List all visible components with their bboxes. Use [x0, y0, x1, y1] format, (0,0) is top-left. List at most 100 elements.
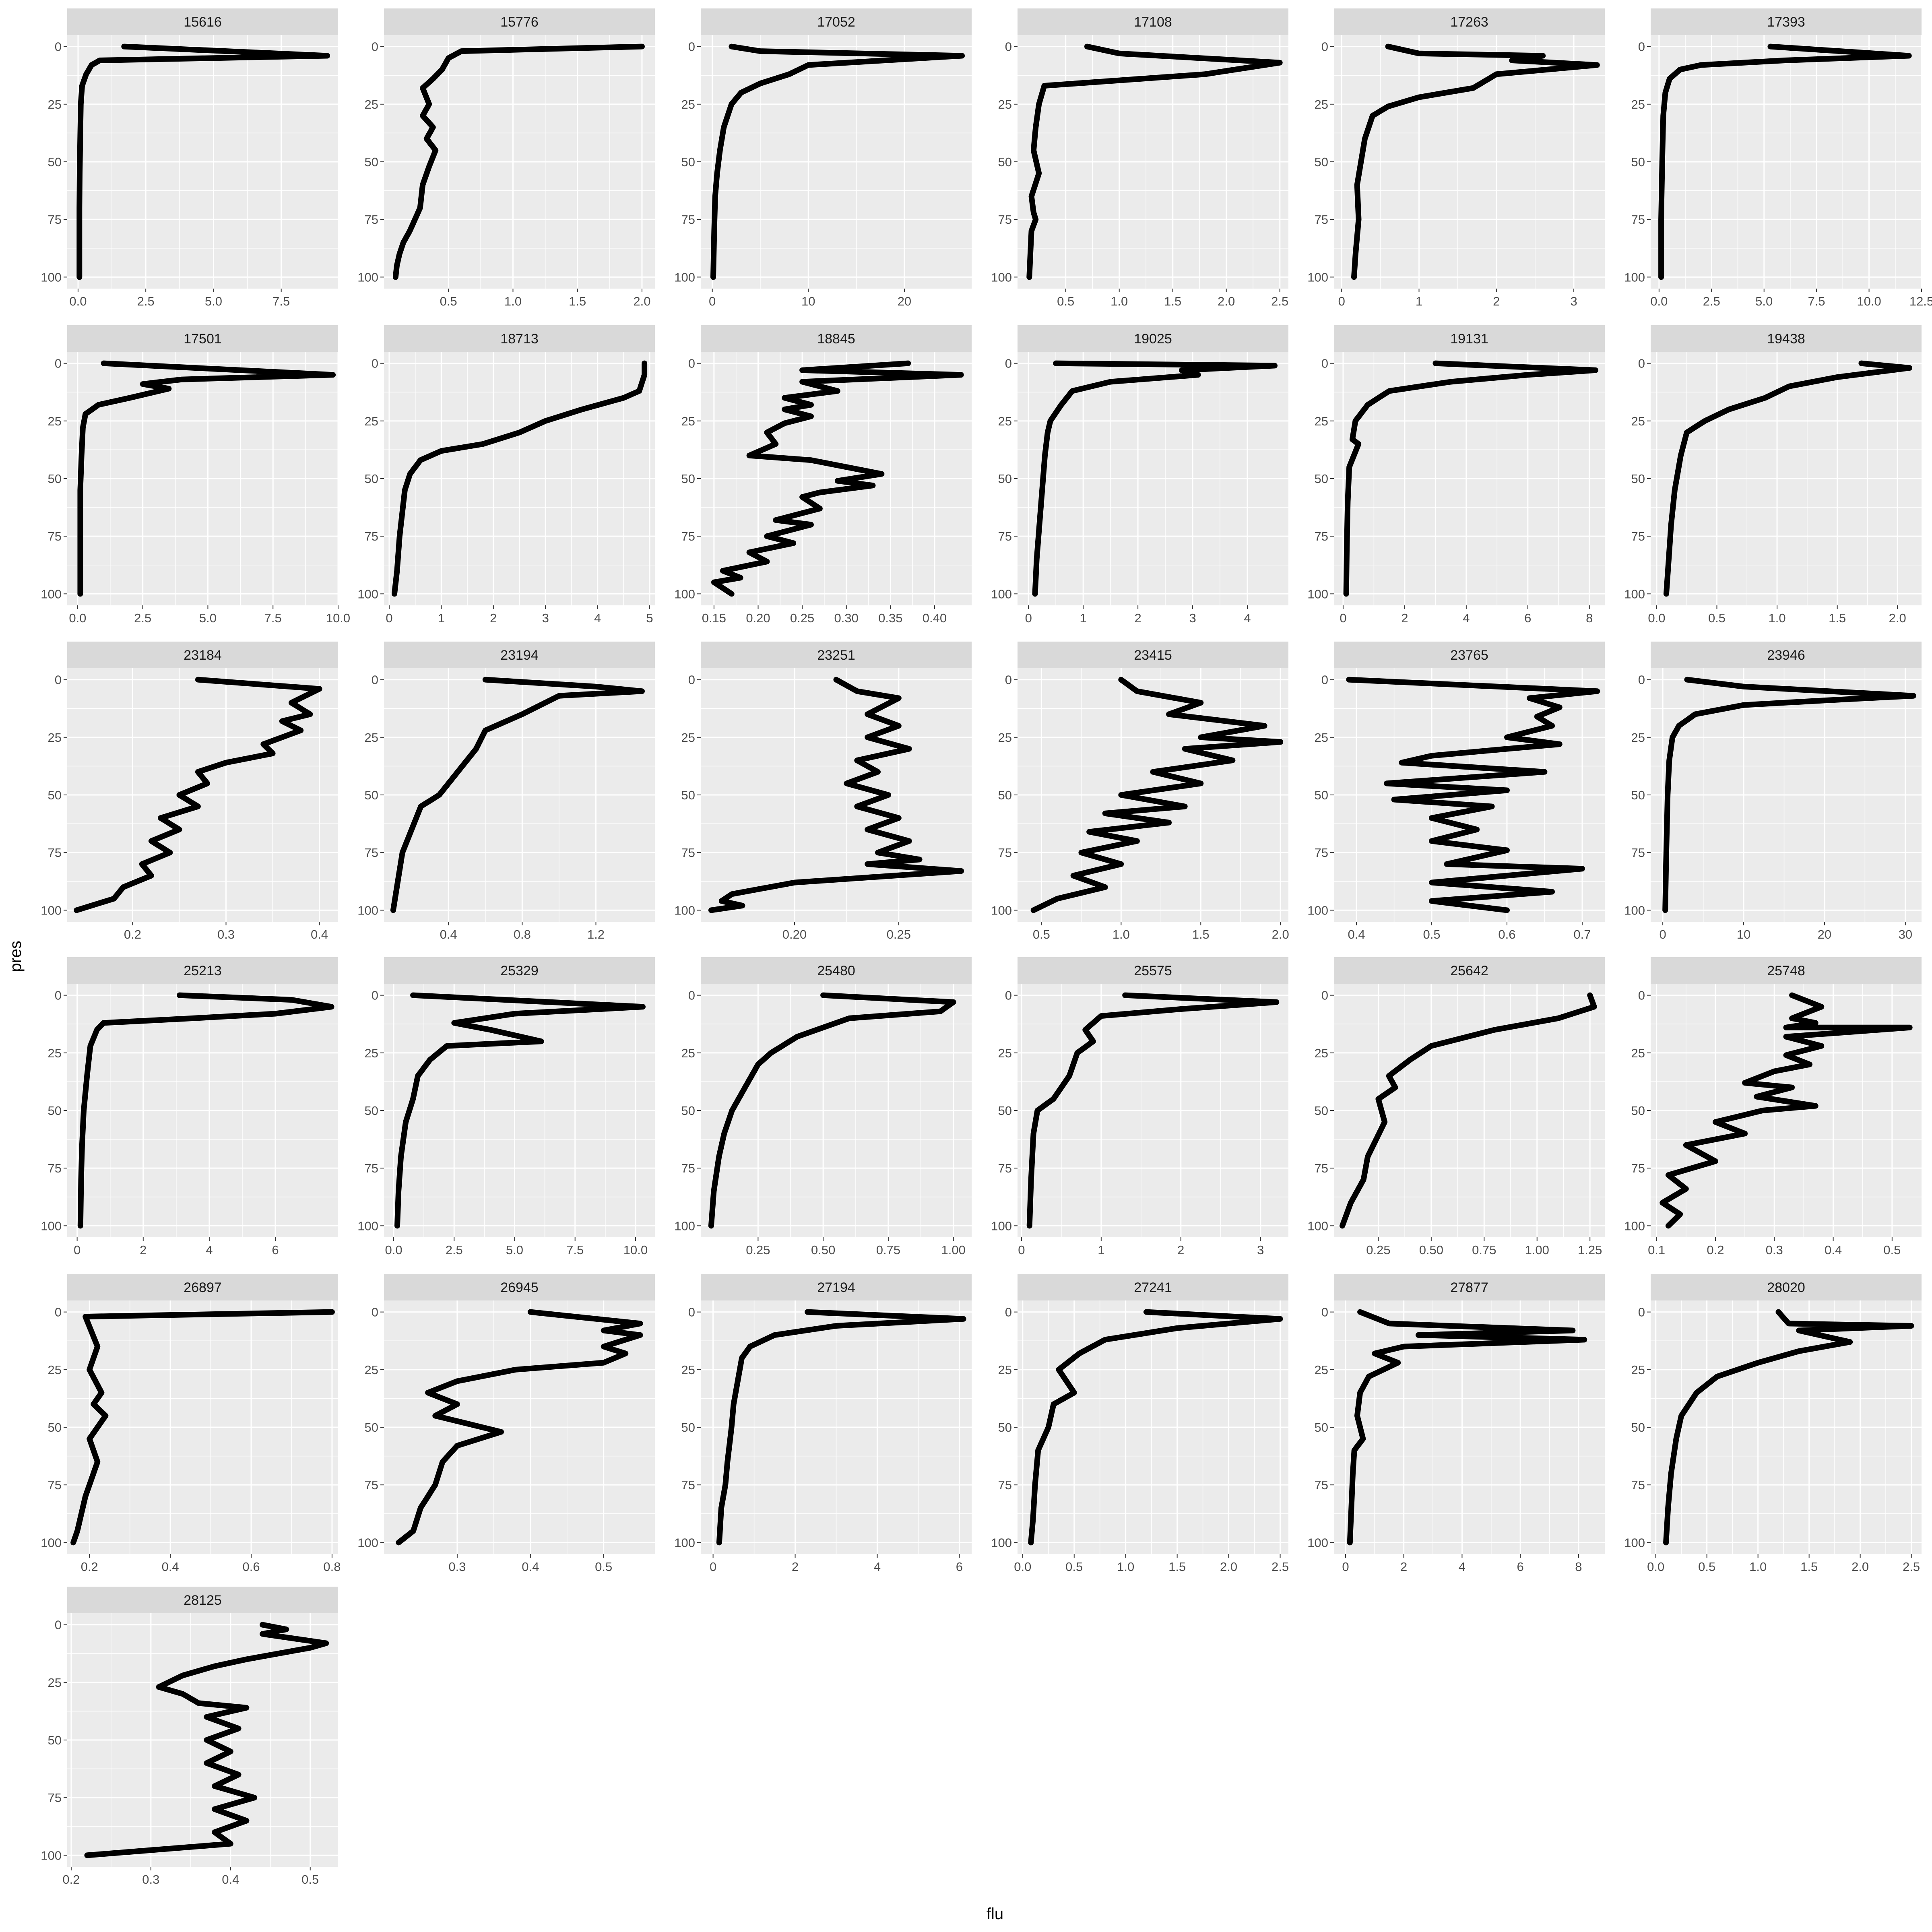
profile-line	[1663, 360, 1913, 597]
y-tick-label: 50	[365, 1104, 378, 1118]
facet-25575: 25575 0 25 50 75 100 0 1 2 3	[991, 957, 1288, 1257]
x-tick-label: 0.3	[217, 927, 235, 941]
x-tick-label: 10.0	[1857, 294, 1881, 308]
facet-strip-label: 23415	[1134, 648, 1172, 663]
y-tick-label: 75	[1315, 529, 1328, 543]
x-tick-label: 2.0	[1220, 1560, 1237, 1574]
x-tick-label: 5	[646, 611, 653, 625]
y-tick-label: 50	[1631, 1420, 1645, 1435]
facet-strip	[1018, 1274, 1288, 1300]
y-tick-label: 50	[365, 788, 378, 802]
x-tick-label: 2	[1493, 294, 1500, 308]
y-tick-label: 25	[1631, 1046, 1645, 1060]
x-tick-label: 6	[956, 1560, 963, 1574]
y-tick-label: 50	[681, 472, 695, 486]
facet-strip	[384, 957, 655, 984]
y-tick-label: 100	[357, 270, 378, 284]
facet-23415: 23415 0 25 50 75 100 0.5 1.0 1.5 2.0	[991, 642, 1289, 941]
x-tick-label: 0.6	[1498, 927, 1515, 941]
x-tick-label: 0.5	[1057, 294, 1074, 308]
y-tick-label: 75	[1315, 213, 1328, 227]
y-tick-label: 50	[681, 788, 695, 802]
x-tick-label: 0.2	[124, 927, 141, 941]
profile-line	[391, 360, 648, 597]
facet-strip-label: 23946	[1767, 648, 1805, 663]
y-tick-label: 75	[365, 1478, 378, 1492]
facet-26897: 26897 0 25 50 75 100 0.2 0.4 0.6 0.8	[41, 1274, 341, 1574]
profile-line	[76, 43, 330, 280]
x-tick-label: 3	[1189, 611, 1196, 625]
y-tick-label: 0	[1005, 357, 1012, 371]
x-tick-label: 2.0	[1852, 1560, 1869, 1574]
y-tick-label: 25	[365, 1363, 378, 1377]
facet-strip	[1334, 1274, 1605, 1300]
facet-strip	[1334, 8, 1605, 35]
y-tick-label: 0	[372, 40, 378, 54]
x-tick-label: 0.4	[162, 1560, 179, 1574]
x-tick-label: 0.7	[1573, 927, 1591, 941]
facet-strip-label: 27877	[1450, 1280, 1488, 1295]
x-tick-label: 0.20	[782, 927, 807, 941]
profile-line	[711, 360, 964, 597]
facet-strip-label: 18713	[500, 331, 539, 347]
facet-25480: 25480 0 25 50 75 100 0.25 0.50 0.75 1.00	[674, 957, 972, 1257]
x-tick-label: 2	[1134, 611, 1141, 625]
x-tick-label: 0.25	[1366, 1243, 1390, 1257]
x-tick-label: 0.0	[385, 1243, 402, 1257]
x-tick-label: 1.0	[504, 294, 522, 308]
y-tick-label: 25	[681, 97, 695, 111]
facet-strip-label: 15776	[500, 14, 539, 30]
x-tick-label: 0.2	[1707, 1243, 1724, 1257]
x-tick-label: 20	[1818, 927, 1831, 941]
y-tick-label: 0	[688, 40, 695, 54]
facet-17393: 17393 0 25 50 75 100 0.0 2.5 5.0 7.5 10.0 12.5	[1624, 8, 1932, 308]
y-tick-label: 100	[41, 587, 62, 601]
y-tick-label: 75	[998, 213, 1012, 227]
facet-strip-label: 26897	[184, 1280, 222, 1295]
x-tick-label: 0	[1338, 294, 1345, 308]
y-tick-label: 0	[688, 1305, 695, 1319]
x-tick-label: 0	[386, 611, 392, 625]
profile-line	[1030, 677, 1284, 913]
y-tick-label: 50	[365, 1420, 378, 1435]
y-tick-label: 75	[681, 1478, 695, 1492]
x-tick-label: 1.0	[1117, 1560, 1134, 1574]
x-tick-label: 0.30	[834, 611, 859, 625]
x-tick-label: 0.5	[440, 294, 457, 308]
x-tick-label: 3	[1570, 294, 1577, 308]
facet-strip-label: 25642	[1450, 963, 1488, 978]
y-tick-label: 100	[1624, 1219, 1645, 1233]
y-tick-label: 50	[998, 1104, 1012, 1118]
facet-strip	[384, 642, 655, 668]
y-tick-label: 50	[48, 1733, 62, 1747]
facet-strip-label: 18845	[817, 331, 855, 347]
y-tick-label: 0	[1638, 1305, 1645, 1319]
y-tick-label: 100	[991, 587, 1012, 601]
x-tick-label: 2.5	[1271, 294, 1288, 308]
y-tick-label: 75	[1631, 1478, 1645, 1492]
y-tick-label: 75	[48, 1791, 62, 1805]
y-tick-label: 0	[55, 1305, 62, 1319]
facet-15616: 15616 0 25 50 75 100 0.0 2.5 5.0 7.5	[41, 8, 338, 308]
y-tick-label: 100	[991, 1219, 1012, 1233]
facet-strip	[384, 1274, 655, 1300]
x-tick-label: 0	[1018, 1243, 1025, 1257]
x-tick-label: 0.35	[878, 611, 902, 625]
facet-strip	[1018, 957, 1288, 984]
y-tick-label: 25	[48, 1676, 62, 1690]
facet-strip-label: 28020	[1767, 1280, 1805, 1295]
x-tick-label: 7.5	[566, 1243, 584, 1257]
facet-strip	[1018, 8, 1288, 35]
y-tick-label: 100	[674, 1219, 695, 1233]
y-tick-label: 0	[372, 1305, 378, 1319]
facet-strip-label: 25213	[184, 963, 222, 978]
x-tick-label: 0.75	[1472, 1243, 1496, 1257]
facet-strip-label: 17108	[1134, 14, 1172, 30]
profile-line	[390, 677, 645, 913]
profile-line	[708, 992, 956, 1229]
y-tick-label: 25	[998, 731, 1012, 745]
y-tick-label: 25	[48, 97, 62, 111]
x-tick-label: 0.50	[811, 1243, 835, 1257]
y-tick-label: 25	[1315, 1363, 1328, 1377]
